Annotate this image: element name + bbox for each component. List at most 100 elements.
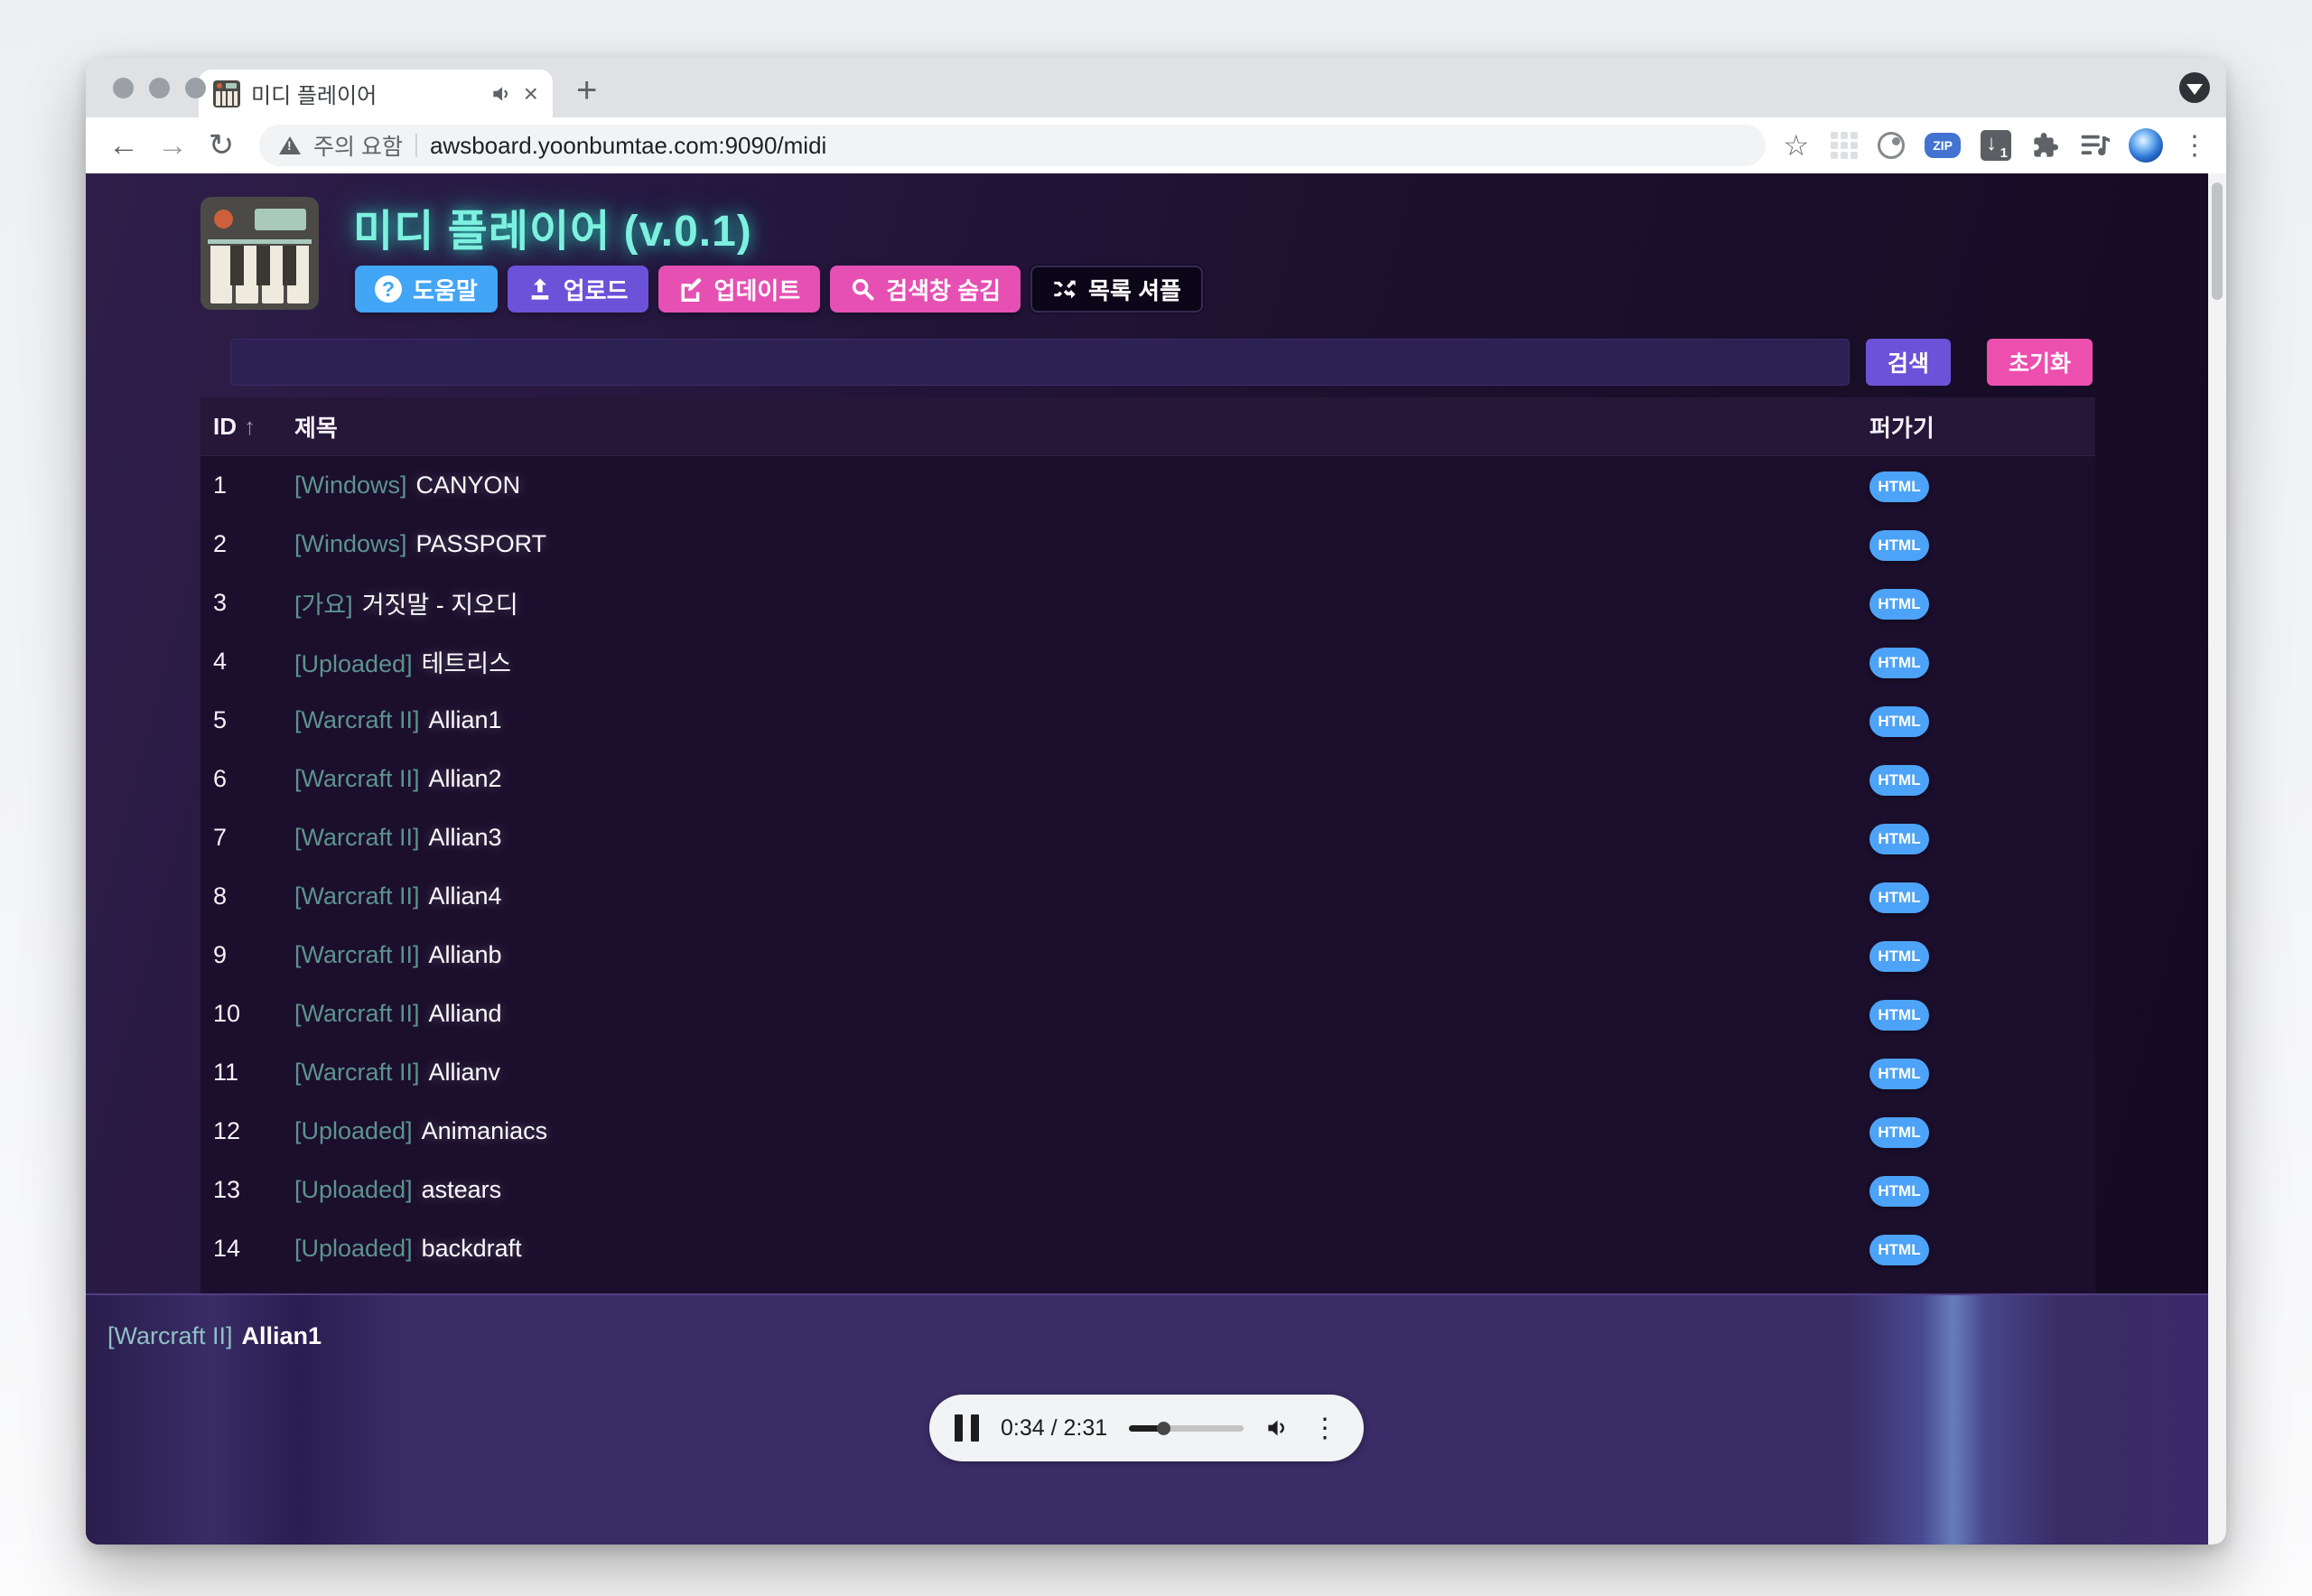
upload-button[interactable]: 업로드 <box>507 266 648 313</box>
browser-toolbar: ← → ↻ 주의 요함 awsboard.yoonbumtae.com:9090… <box>86 117 2226 173</box>
extension-grid-icon[interactable] <box>1831 132 1859 159</box>
row-id: 7 <box>213 824 228 851</box>
tab-close-icon[interactable]: × <box>523 79 538 107</box>
embed-html-button[interactable]: HTML <box>1869 823 1929 854</box>
shuffle-list-button[interactable]: 목록 셔플 <box>1030 266 1203 313</box>
profile-avatar[interactable] <box>2129 128 2163 163</box>
address-bar[interactable]: 주의 요함 awsboard.yoonbumtae.com:9090/midi <box>259 125 1766 166</box>
table-row[interactable]: 13 [Uploaded] astears HTML <box>200 1161 2095 1219</box>
tab-search-button[interactable] <box>2179 72 2210 103</box>
table-row[interactable]: 10 [Warcraft II] Alliand HTML <box>200 985 2095 1043</box>
table-row[interactable]: 1 [Windows] CANYON HTML <box>200 456 2095 515</box>
page-scrollbar[interactable] <box>2208 173 2226 1545</box>
url-text[interactable]: awsboard.yoonbumtae.com:9090/midi <box>429 131 827 159</box>
audio-player[interactable]: 0:34 / 2:31 ⋮ <box>929 1395 1364 1461</box>
embed-html-button[interactable]: HTML <box>1869 999 1929 1031</box>
search-input[interactable] <box>230 339 1850 386</box>
table-row-partial[interactable]: HTML <box>200 1278 2095 1293</box>
row-category-prefix: [Warcraft II] <box>294 882 420 910</box>
seek-bar[interactable] <box>1129 1421 1244 1435</box>
now-playing-prefix: [Warcraft II] <box>107 1322 233 1349</box>
row-id: 12 <box>213 1117 241 1144</box>
bookmark-star-icon[interactable]: ☆ <box>1783 129 1810 162</box>
row-title: [Windows] CANYON <box>294 471 1869 499</box>
row-category-prefix: [Uploaded] <box>294 1117 413 1144</box>
embed-html-button[interactable]: HTML <box>1869 882 1929 913</box>
upload-icon <box>531 278 549 300</box>
row-id: 9 <box>213 941 228 968</box>
zoom-window-button[interactable] <box>185 78 206 98</box>
now-playing-label: [Warcraft II] Allian1 <box>107 1322 322 1350</box>
row-title: [Windows] PASSPORT <box>294 530 1869 558</box>
download-extension-icon[interactable] <box>1981 130 2011 161</box>
scrollbar-thumb[interactable] <box>2212 182 2223 300</box>
table-row[interactable]: 5 [Warcraft II] Allian1 HTML <box>200 691 2095 750</box>
table-row[interactable]: 6 [Warcraft II] Allian2 HTML <box>200 750 2095 808</box>
player-menu-icon[interactable]: ⋮ <box>1311 1413 1338 1443</box>
row-category-prefix: [Uploaded] <box>294 1235 413 1262</box>
row-song-title: Allian3 <box>428 824 502 851</box>
seek-bar-knob[interactable] <box>1157 1421 1171 1435</box>
tab-midi-player[interactable]: 미디 플레이어 × <box>199 70 553 117</box>
tab-strip: 미디 플레이어 × + <box>86 58 2226 117</box>
table-row[interactable]: 3 [가요] 거짓말 - 지오디 HTML <box>200 574 2095 632</box>
embed-html-button[interactable]: HTML <box>1869 588 1929 620</box>
embed-html-button[interactable]: HTML <box>1869 1234 1929 1265</box>
table-row[interactable]: 11 [Warcraft II] Allianv HTML <box>200 1043 2095 1102</box>
zip-extension-icon[interactable]: ZIP <box>1925 133 1961 158</box>
volume-icon[interactable] <box>1265 1414 1290 1442</box>
table-row[interactable]: 9 [Warcraft II] Allianb HTML <box>200 926 2095 985</box>
table-row[interactable]: 7 [Warcraft II] Allian3 HTML <box>200 808 2095 867</box>
row-title: [Uploaded] astears <box>294 1176 1869 1204</box>
embed-html-button[interactable]: HTML <box>1869 1058 1929 1089</box>
back-icon[interactable]: ← <box>108 128 139 163</box>
embed-html-button[interactable]: HTML <box>1869 1116 1929 1148</box>
embed-html-button[interactable]: HTML <box>1869 764 1929 796</box>
row-song-title: Alliand <box>428 1000 502 1027</box>
row-song-title: 테트리스 <box>421 650 511 677</box>
row-id: 8 <box>213 882 228 910</box>
page-content: 미디 플레이어 (v.0.1) ? 도움말 업로드 업데이트 <box>86 173 2226 1545</box>
traffic-lights <box>113 78 206 98</box>
new-tab-button[interactable]: + <box>576 70 598 110</box>
embed-html-button[interactable]: HTML <box>1869 647 1929 678</box>
embed-html-button[interactable]: HTML <box>1869 529 1929 561</box>
shuffle-icon <box>1054 280 1076 299</box>
help-button[interactable]: ? 도움말 <box>355 266 498 313</box>
update-button[interactable]: 업데이트 <box>657 266 821 313</box>
reload-icon[interactable]: ↻ <box>208 128 235 163</box>
hide-search-button[interactable]: 검색창 숨김 <box>830 266 1021 313</box>
minimize-window-button[interactable] <box>149 78 170 98</box>
playlist-music-icon[interactable] <box>2080 132 2112 159</box>
pause-icon[interactable] <box>955 1414 979 1442</box>
embed-html-button[interactable]: HTML <box>1869 705 1929 737</box>
embed-html-button[interactable]: HTML <box>1869 940 1929 972</box>
row-title: [Warcraft II] Allianv <box>294 1059 1869 1087</box>
extension-icons: ZIP <box>1831 130 2112 161</box>
extension-orbit-icon[interactable] <box>1878 132 1906 159</box>
table-row[interactable]: 2 [Windows] PASSPORT HTML <box>200 515 2095 574</box>
table-row[interactable]: 4 [Uploaded] 테트리스 HTML <box>200 632 2095 691</box>
column-title[interactable]: 제목 <box>294 414 338 442</box>
column-id[interactable]: ID ↑ <box>213 412 256 440</box>
not-secure-label[interactable]: 주의 요함 <box>313 135 403 160</box>
table-row[interactable]: 12 [Uploaded] Animaniacs HTML <box>200 1102 2095 1161</box>
row-category-prefix: [Uploaded] <box>294 1176 413 1203</box>
browser-menu-icon[interactable]: ⋮ <box>2181 130 2208 161</box>
not-secure-warning-icon[interactable] <box>279 136 301 154</box>
column-embed: 퍼가기 <box>1869 414 1934 442</box>
embed-html-button[interactable]: HTML <box>1869 1293 1929 1294</box>
reset-button[interactable]: 초기화 <box>1986 339 2093 386</box>
table-row[interactable]: 8 [Warcraft II] Allian4 HTML <box>200 867 2095 926</box>
close-window-button[interactable] <box>113 78 134 98</box>
embed-html-button[interactable]: HTML <box>1869 1175 1929 1207</box>
search-button[interactable]: 검색 <box>1865 339 1951 386</box>
row-song-title: Allianv <box>428 1059 501 1086</box>
row-category-prefix: [가요] <box>294 592 353 619</box>
extensions-puzzle-icon[interactable] <box>2031 131 2060 160</box>
midi-player-logo <box>200 197 319 310</box>
table-row[interactable]: 14 [Uploaded] backdraft HTML <box>200 1219 2095 1278</box>
tab-audio-icon[interactable] <box>489 82 513 106</box>
header-buttons: ? 도움말 업로드 업데이트 검색 <box>355 266 1203 313</box>
embed-html-button[interactable]: HTML <box>1869 471 1929 502</box>
